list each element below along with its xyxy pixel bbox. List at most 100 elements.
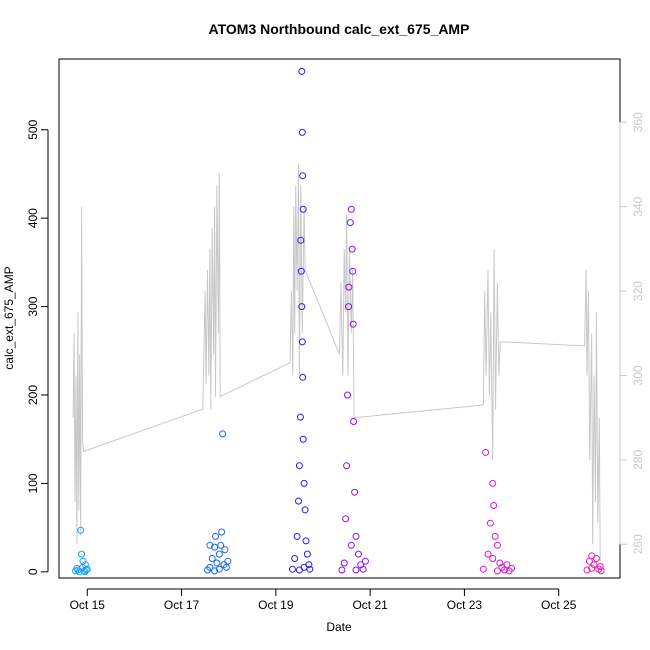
data-point <box>215 550 223 558</box>
data-point <box>597 567 605 575</box>
data-point <box>81 561 89 569</box>
y-axis-right: 260 280 300 320 340 360 <box>619 112 645 554</box>
data-point <box>340 559 348 567</box>
data-point <box>218 528 226 536</box>
data-point <box>299 435 307 443</box>
data-point <box>215 565 223 573</box>
data-point <box>299 373 307 381</box>
data-point <box>77 526 85 534</box>
data-point <box>491 532 499 540</box>
data-point <box>588 564 596 572</box>
data-point <box>298 338 306 346</box>
y-axis-left: 0 100 200 300 400 500 <box>26 119 49 575</box>
data-point <box>508 564 516 572</box>
data-point <box>298 303 306 311</box>
x-tick-label: Oct 17 <box>164 598 200 612</box>
data-point <box>303 550 311 558</box>
y-axis-label: calc_ext_675_AMP <box>2 266 16 369</box>
data-point <box>349 267 357 275</box>
data-point <box>479 565 487 573</box>
y-left-tick-label: 300 <box>26 296 40 316</box>
data-point <box>486 519 494 527</box>
data-point <box>482 448 490 456</box>
data-point <box>343 462 351 470</box>
y-left-tick-label: 100 <box>26 473 40 493</box>
data-point <box>347 541 355 549</box>
data-point <box>81 568 89 576</box>
data-point <box>206 563 214 571</box>
data-point <box>208 555 216 562</box>
data-point <box>73 564 81 572</box>
data-point <box>352 532 360 540</box>
data-point <box>299 205 307 213</box>
data-point <box>596 563 604 570</box>
data-point <box>211 567 219 575</box>
data-point <box>211 543 219 551</box>
data-point <box>344 391 351 399</box>
x-axis: Oct 15 Oct 17 Oct 19 Oct 21 Oct 23 Oct 25 <box>70 588 577 612</box>
data-point <box>347 205 355 213</box>
line-series-path <box>72 164 601 562</box>
data-point <box>79 557 87 565</box>
data-point <box>224 557 232 565</box>
data-point <box>300 563 308 571</box>
x-tick-label: Oct 25 <box>541 598 577 612</box>
data-point <box>361 557 369 565</box>
data-point <box>493 567 501 575</box>
data-point <box>346 219 354 227</box>
data-point <box>298 67 306 75</box>
y-left-tick-label: 0 <box>26 568 40 575</box>
data-point <box>298 128 306 136</box>
data-point <box>291 555 299 562</box>
data-point <box>300 479 308 487</box>
data-point <box>297 236 305 244</box>
y-right-tick-label: 360 <box>631 112 645 132</box>
x-tick-label: Oct 21 <box>352 598 388 612</box>
data-point <box>348 245 356 253</box>
data-point <box>590 561 598 569</box>
data-point <box>342 515 350 523</box>
y-right-tick-label: 280 <box>631 450 645 470</box>
data-point <box>592 555 600 562</box>
y-left-tick-label: 400 <box>26 208 40 228</box>
x-axis-label: Date <box>326 620 352 634</box>
data-point <box>351 488 359 496</box>
y-left-tick-label: 500 <box>26 119 40 139</box>
data-point <box>288 565 296 573</box>
data-point <box>295 497 302 505</box>
data-point <box>212 532 219 540</box>
data-point <box>493 541 501 549</box>
y-right-tick-label: 340 <box>631 196 645 216</box>
data-point <box>219 430 227 438</box>
plot-frame <box>58 58 621 579</box>
data-point <box>352 566 360 574</box>
data-point <box>489 479 497 487</box>
y-left-tick-label: 200 <box>26 385 40 405</box>
data-point <box>345 303 352 311</box>
data-point <box>484 550 492 558</box>
data-point <box>295 462 303 470</box>
y-right-tick-label: 320 <box>631 281 645 301</box>
data-point <box>301 506 309 514</box>
data-point <box>354 550 362 558</box>
data-point <box>297 267 305 275</box>
data-point <box>302 537 310 545</box>
y-right-tick-label: 300 <box>631 365 645 385</box>
y-right-tick-label: 260 <box>631 534 645 554</box>
data-point <box>349 320 357 328</box>
x-tick-label: Oct 19 <box>258 598 294 612</box>
data-point <box>296 413 304 421</box>
data-point <box>338 566 346 574</box>
data-point <box>293 532 301 540</box>
data-point <box>206 541 214 549</box>
data-point <box>583 566 591 574</box>
data-point <box>359 565 367 573</box>
data-point <box>350 418 358 425</box>
data-point <box>489 555 497 562</box>
data-point <box>299 172 307 180</box>
data-point <box>217 541 225 549</box>
x-tick-label: Oct 15 <box>70 598 106 612</box>
data-point <box>490 502 498 509</box>
right-axis-line-series <box>72 164 601 562</box>
